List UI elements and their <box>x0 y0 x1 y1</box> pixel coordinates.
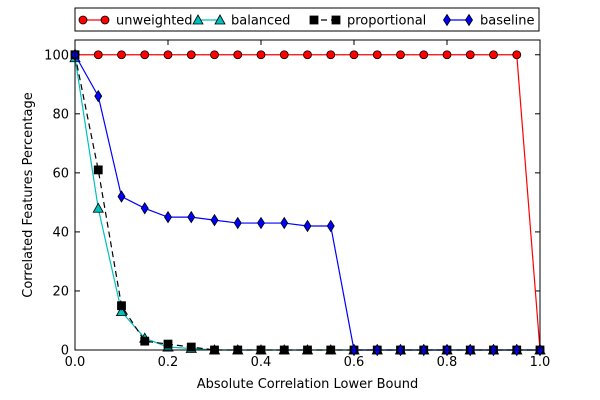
x-tick-label: 0.0 <box>65 355 86 370</box>
legend-item-baseline: baseline <box>443 13 534 29</box>
y-axis: 0 20 40 60 80 100 <box>44 48 540 359</box>
legend-marker <box>331 15 341 25</box>
y-axis-label: Correlated Features Percentage <box>21 92 36 297</box>
data-point-baseline <box>117 190 126 203</box>
data-point-baseline <box>140 202 149 215</box>
plot-area <box>75 40 540 350</box>
y-tick-label: 80 <box>52 107 69 122</box>
legend: unweighted balanced proportional baseline <box>74 7 540 32</box>
data-point-unweighted <box>186 50 196 60</box>
legend-label: balanced <box>231 14 290 29</box>
data-point-unweighted <box>465 50 475 60</box>
plot-frame <box>74 39 541 351</box>
data-point-proportional <box>117 301 126 311</box>
x-tick-label: 0.4 <box>251 355 272 370</box>
data-point-baseline <box>280 216 289 230</box>
x-tick-label: 1.0 <box>530 355 551 370</box>
data-point-baseline <box>326 219 335 233</box>
legend-label: proportional <box>347 14 426 29</box>
data-point-unweighted <box>210 50 219 60</box>
data-point-unweighted <box>419 50 429 60</box>
data-point-proportional <box>186 342 196 352</box>
legend-marker <box>100 15 110 25</box>
data-point-unweighted <box>326 50 336 60</box>
legend-marker <box>465 13 473 27</box>
data-point-baseline <box>233 216 242 230</box>
data-point-unweighted <box>303 50 312 60</box>
legend-item-balanced: balanced <box>192 14 290 29</box>
x-axis: 0.0 0.2 0.4 0.6 0.8 1.0 <box>65 40 551 370</box>
legend-item-proportional: proportional <box>309 14 426 29</box>
y-tick-label: 60 <box>52 166 69 181</box>
data-point-baseline <box>257 216 265 230</box>
legend-frame <box>74 7 540 32</box>
data-point-unweighted <box>279 50 289 60</box>
y-tick-label: 0 <box>61 344 69 359</box>
legend-marker <box>214 14 226 25</box>
data-point-baseline <box>94 89 103 103</box>
legend-items: unweighted balanced proportional baseline <box>78 13 534 29</box>
data-point-baseline <box>210 213 219 227</box>
data-point-proportional <box>140 336 150 346</box>
x-axis-label: Absolute Correlation Lower Bound <box>197 377 418 392</box>
data-point-balanced <box>115 305 128 317</box>
legend-marker <box>78 15 88 25</box>
data-point-unweighted <box>372 50 382 60</box>
data-point-unweighted <box>442 50 452 60</box>
legend-label: baseline <box>480 14 534 29</box>
y-tick-label: 20 <box>52 284 69 299</box>
legend-marker <box>192 14 204 25</box>
data-point-unweighted <box>163 50 173 60</box>
y-tick-label: 40 <box>52 225 69 240</box>
x-tick-label: 0.2 <box>158 355 179 370</box>
data-point-proportional <box>163 339 173 349</box>
x-tick-label: 0.8 <box>437 355 458 370</box>
data-point-unweighted <box>396 50 405 60</box>
x-tick-label: 0.6 <box>344 355 365 370</box>
data-point-unweighted <box>117 50 126 60</box>
legend-marker <box>309 15 319 25</box>
data-point-unweighted <box>233 50 243 60</box>
legend-marker <box>443 13 451 27</box>
data-point-unweighted <box>512 50 522 60</box>
data-point-baseline <box>164 210 172 224</box>
data-point-baseline <box>187 210 196 224</box>
legend-label: unweighted <box>116 14 193 29</box>
data-point-baseline <box>303 219 312 233</box>
data-point-balanced <box>92 202 104 213</box>
data-point-unweighted <box>140 50 150 60</box>
data-point-unweighted <box>489 50 498 60</box>
data-point-unweighted <box>93 50 103 60</box>
data-point-unweighted <box>256 50 266 60</box>
data-point-unweighted <box>349 50 359 60</box>
legend-item-unweighted: unweighted <box>78 14 193 29</box>
data-point-proportional <box>93 165 103 175</box>
y-tick-label: 100 <box>44 48 69 63</box>
